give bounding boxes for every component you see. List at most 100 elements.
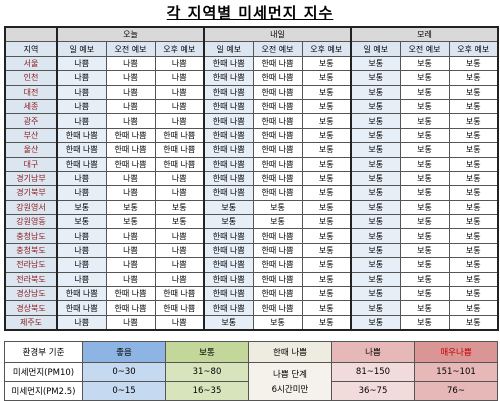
- forecast-cell: 나쁨: [56, 185, 107, 201]
- forecast-cell: 보통: [448, 271, 499, 288]
- forecast-cell: 나쁨: [105, 185, 156, 201]
- region-cell: 부산: [4, 127, 58, 144]
- forecast-cell: 보통: [301, 70, 352, 86]
- forecast-cell: 보통: [399, 257, 450, 273]
- forecast-cell: 한때 나쁨: [252, 185, 303, 201]
- forecast-cell: 보통: [448, 98, 499, 115]
- forecast-cell: 보통: [399, 242, 450, 259]
- data-row: 강원영서 보통 보통 보통 보통 보통 보통 보통 보통 보통: [4, 199, 499, 216]
- forecast-cell: 보통: [301, 228, 352, 244]
- forecast-cell: 나쁨: [56, 84, 107, 100]
- forecast-cell: 보통: [56, 214, 107, 230]
- forecast-cell: 나쁨: [154, 242, 205, 259]
- region-cell: 경상북도: [4, 300, 58, 316]
- forecast-cell: 한때 나쁨: [203, 242, 254, 259]
- forecast-cell: 보통: [448, 314, 499, 331]
- forecast-cell: 보통: [448, 156, 499, 172]
- region-cell: 울산: [4, 142, 58, 158]
- forecast-cell: 보통: [448, 257, 499, 273]
- forecast-cell: 보통: [448, 242, 499, 259]
- forecast-cell: 보통: [105, 199, 156, 216]
- forecast-cell: 한때 나쁨: [203, 98, 254, 115]
- legend-row-label: 미세먼지(PM2.5): [4, 381, 83, 401]
- forecast-cell: 보통: [301, 185, 352, 201]
- legend-cell: 36~75: [331, 381, 415, 401]
- forecast-cell: 보통: [301, 170, 352, 187]
- forecast-cell: 한때 나쁨: [105, 300, 156, 316]
- forecast-cell: 보통: [448, 170, 499, 187]
- forecast-cell: 보통: [448, 300, 499, 316]
- forecast-cell: 나쁨: [56, 170, 107, 187]
- forecast-cell: 보통: [350, 300, 401, 316]
- forecast-cell: 보통: [301, 300, 352, 316]
- forecast-cell: 나쁨: [154, 98, 205, 115]
- legend-header-row: 환경부 기준 좋음 보통 한때 나쁨 나쁨 매우나쁨: [4, 341, 498, 364]
- region-cell: 대전: [4, 84, 58, 100]
- forecast-cell: 보통: [350, 199, 401, 216]
- forecast-cell: 보통: [301, 98, 352, 115]
- forecast-cell: 보통: [350, 228, 401, 244]
- forecast-cell: 한때 나쁨: [203, 271, 254, 288]
- forecast-cell: 보통: [105, 214, 156, 230]
- forecast-cell: 보통: [252, 199, 303, 216]
- legend-cell: 76~: [414, 381, 498, 401]
- forecast-cell: 보통: [399, 98, 450, 115]
- column-header: 오후 예보: [154, 41, 205, 57]
- legend-table: 환경부 기준 좋음 보통 한때 나쁨 나쁨 매우나쁨 미세먼지(PM10) 0~30 31~80…: [4, 341, 498, 401]
- forecast-cell: 한때 나쁨: [56, 286, 107, 302]
- forecast-cell: 한때 나쁨: [203, 228, 254, 244]
- legend-cell: 151~101: [414, 362, 498, 383]
- data-row: 전라북도 나쁨 나쁨 나쁨 한때 나쁨 한때 나쁨 보통 보통 보통 보통: [4, 271, 499, 288]
- column-header: 오전 예보: [105, 41, 156, 57]
- forecast-cell: 보통: [448, 185, 499, 201]
- forecast-cell: 보통: [448, 142, 499, 158]
- forecast-cell: 한때 나쁨: [56, 300, 107, 316]
- forecast-cell: 보통: [56, 199, 107, 216]
- forecast-cell: 한때 나쁨: [252, 286, 303, 302]
- forecast-cell: 한때 나쁨: [252, 98, 303, 115]
- forecast-cell: 나쁨: [105, 170, 156, 187]
- forecast-cell: 한때 나쁨: [203, 70, 254, 86]
- forecast-cell: 나쁨: [154, 257, 205, 273]
- forecast-cell: 보통: [399, 199, 450, 216]
- forecast-cell: 보통: [350, 257, 401, 273]
- forecast-cell: 나쁨: [56, 242, 107, 259]
- forecast-cell: 나쁨: [105, 271, 156, 288]
- data-row: 충청남도 나쁨 나쁨 나쁨 한때 나쁨 한때 나쁨 보통 보통 보통 보통: [4, 228, 499, 244]
- forecast-cell: 보통: [399, 286, 450, 302]
- forecast-cell: 보통: [350, 84, 401, 100]
- data-row: 세종 나쁨 나쁨 나쁨 한때 나쁨 한때 나쁨 보통 보통 보통 보통: [4, 98, 499, 115]
- data-row: 울산 한때 나쁨 한때 나쁨 한때 나쁨 한때 나쁨 한때 나쁨 보통 보통 보통 보통: [4, 142, 499, 158]
- forecast-cell: 보통: [203, 214, 254, 230]
- forecast-cell: 한때 나쁨: [252, 257, 303, 273]
- forecast-cell: 한때 나쁨: [105, 127, 156, 144]
- data-row: 광주 나쁨 나쁨 나쁨 한때 나쁨 한때 나쁨 보통 보통 보통 보통: [4, 113, 499, 129]
- forecast-cell: 나쁨: [154, 70, 205, 86]
- forecast-cell: 보통: [448, 113, 499, 129]
- column-header: 일 예보: [350, 41, 401, 57]
- forecast-cell: 한때 나쁨: [105, 142, 156, 158]
- forecast-cell: 보통: [350, 127, 401, 144]
- legend-cell: 나쁨 단계 6시간미만: [248, 362, 332, 401]
- legend-row: 미세먼지(PM10) 0~30 31~80 나쁨 단계 6시간미만 81~150 151~1…: [4, 362, 498, 401]
- column-header: 지역: [4, 41, 58, 57]
- forecast-cell: 보통: [301, 257, 352, 273]
- forecast-cell: 보통: [301, 142, 352, 158]
- data-row: 경상남도 한때 나쁨 한때 나쁨 한때 나쁨 한때 나쁨 한때 나쁨 보통 보통 보통 보통: [4, 286, 499, 302]
- forecast-cell: 한때 나쁨: [203, 113, 254, 129]
- forecast-cell: 나쁨: [154, 228, 205, 244]
- region-cell: 강원영서: [4, 199, 58, 216]
- region-cell: 전라남도: [4, 257, 58, 273]
- forecast-cell: 한때 나쁨: [252, 55, 303, 72]
- forecast-cell: 나쁨: [154, 271, 205, 288]
- forecast-cell: 한때 나쁨: [154, 127, 205, 144]
- forecast-cell: 보통: [350, 55, 401, 72]
- forecast-cell: 한때 나쁨: [105, 156, 156, 172]
- region-cell: 경상남도: [4, 286, 58, 302]
- region-cell: 경기북부: [4, 185, 58, 201]
- forecast-cell: 보통: [399, 127, 450, 144]
- forecast-cell: 보통: [399, 84, 450, 100]
- forecast-cell: 보통: [448, 70, 499, 86]
- forecast-cell: 한때 나쁨: [203, 84, 254, 100]
- forecast-cell: 한때 나쁨: [203, 300, 254, 316]
